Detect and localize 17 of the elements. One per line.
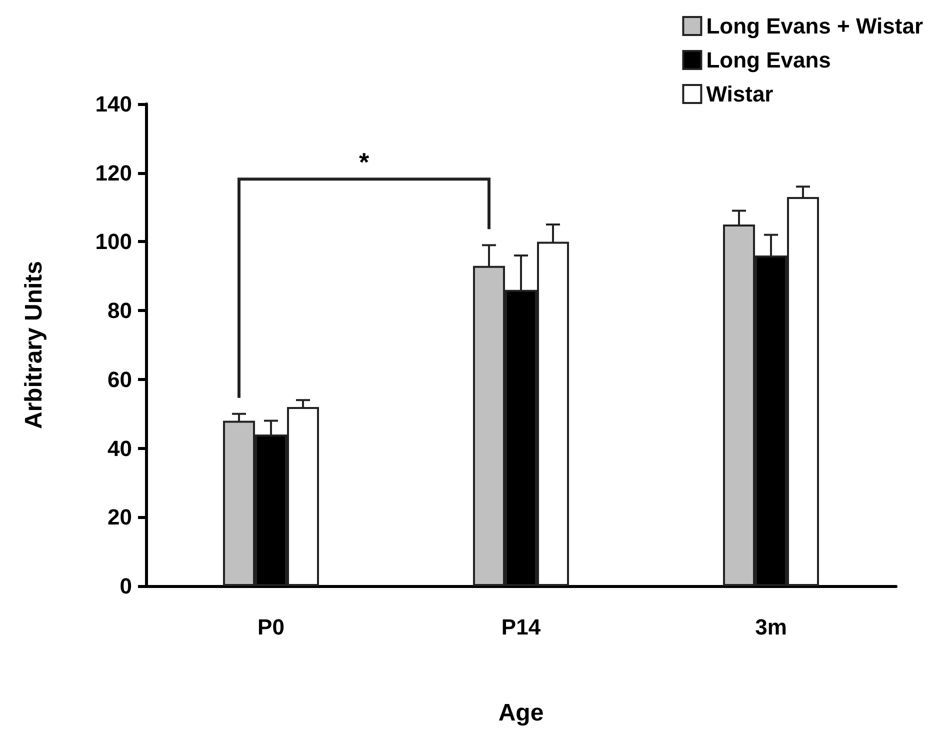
y-tick-label: 60: [108, 366, 132, 392]
y-tick-label: 40: [108, 436, 132, 461]
x-axis-title: Age: [498, 700, 544, 726]
x-tick-label: P14: [501, 614, 542, 640]
legend-label: Long Evans + Wistar: [706, 14, 924, 38]
legend-label: Long Evans: [706, 48, 831, 72]
y-tick-label: 80: [108, 298, 132, 324]
y-tick-label: 100: [95, 229, 132, 254]
annotation: *: [358, 147, 370, 178]
x-tick-label: P0: [258, 614, 284, 640]
y-tick-label: 20: [108, 504, 132, 530]
y-axis-title: Arbitrary Units: [20, 260, 48, 430]
y-tick-label: 120: [95, 160, 132, 186]
y-tick-label: 0: [120, 574, 132, 598]
x-tick-label: 3m: [755, 614, 787, 640]
legend-label: Wistar: [706, 82, 774, 106]
y-tick-label: 140: [95, 92, 132, 116]
